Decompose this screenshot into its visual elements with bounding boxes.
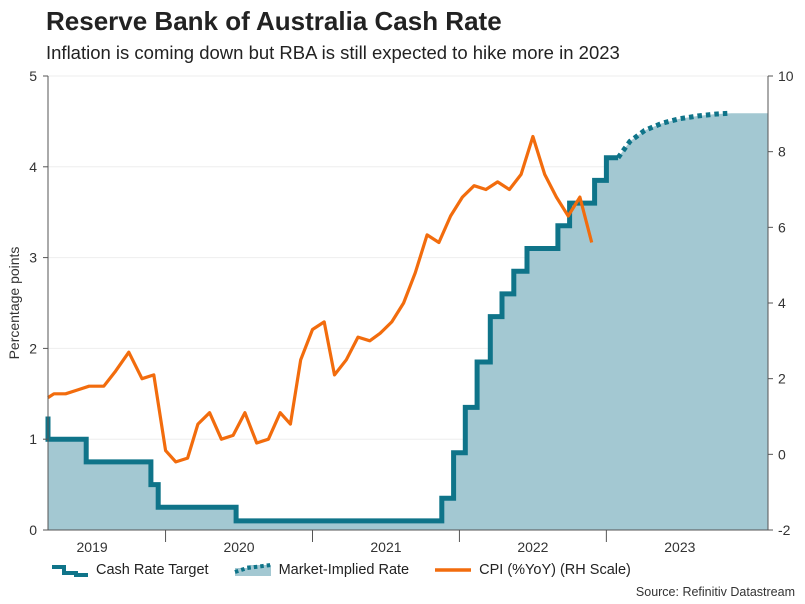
left-tick-label: 2: [29, 340, 37, 356]
x-tick-label: 2021: [370, 539, 401, 555]
x-tick-label: 2020: [223, 539, 254, 555]
left-tick-label: 5: [29, 68, 37, 84]
left-axis-ticks: 0 1 2 3 4 5: [29, 68, 48, 538]
cpi-line: [47, 134, 594, 464]
right-tick-label: -2: [778, 522, 791, 538]
legend-item-market-implied: Market-Implied Rate: [233, 562, 410, 578]
y-axis-label: Percentage points: [6, 247, 22, 360]
legend-item-cpi: CPI (%YoY) (RH Scale): [433, 562, 631, 578]
chart-subtitle: Inflation is coming down but RBA is stil…: [46, 42, 620, 63]
left-tick-label: 3: [29, 250, 37, 266]
cash-rate-area: [48, 113, 768, 530]
legend-item-cash-rate: Cash Rate Target: [50, 562, 209, 578]
chart: 0 1 2 3 4 5 -2 0 2 4 6 8 10 2019 2020 2021 2022 2023 Pe…: [6, 68, 794, 555]
left-tick-label: 1: [29, 431, 37, 447]
right-axis-ticks: -2 0 2 4 6 8 10: [768, 68, 794, 538]
legend-label-cash-rate: Cash Rate Target: [96, 562, 209, 578]
source-note: Source: Refinitiv Datastream: [635, 585, 795, 599]
right-tick-label: 8: [778, 144, 786, 160]
legend-label-market-implied: Market-Implied Rate: [278, 562, 410, 578]
right-tick-label: 6: [778, 219, 786, 235]
cpi-swatch-icon: [435, 568, 472, 572]
x-tick-label: 2022: [517, 539, 548, 555]
right-tick-label: 10: [778, 68, 794, 84]
right-tick-label: 4: [778, 295, 786, 311]
legend-label-cpi: CPI (%YoY) (RH Scale): [479, 562, 631, 578]
left-tick-label: 4: [29, 159, 37, 175]
right-tick-label: 2: [778, 371, 786, 387]
market-implied-swatch-icon: [233, 563, 271, 576]
x-tick-label: 2019: [77, 539, 108, 555]
left-tick-label: 0: [29, 522, 37, 538]
x-tick-label: 2023: [664, 539, 695, 555]
x-axis-ticks: 2019 2020 2021 2022 2023: [77, 539, 696, 555]
chart-title: Reserve Bank of Australia Cash Rate: [46, 6, 502, 36]
cash-rate-swatch-icon: [52, 565, 88, 577]
cash-rate-target-line: [45, 155, 619, 524]
legend: Cash Rate Target Market-Implied Rate CPI…: [50, 562, 655, 578]
right-tick-label: 0: [778, 446, 786, 462]
